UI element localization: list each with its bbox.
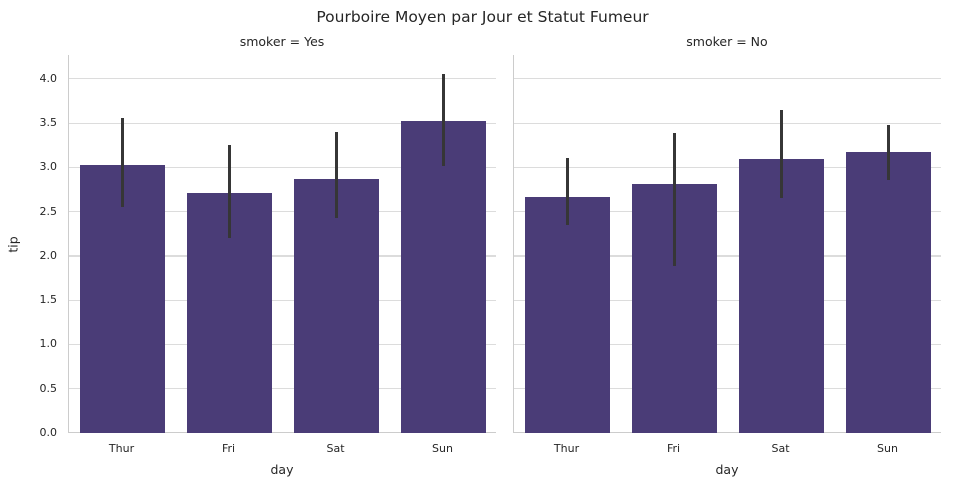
x-tick-label: Sat [771, 442, 790, 455]
x-tick-label: Sun [877, 442, 898, 455]
error-bar-fri [227, 145, 232, 239]
x-tick-label: Sat [326, 442, 345, 455]
bar-smoker-yes-sat [293, 178, 380, 433]
y-tick-label: 0.5 [39, 381, 58, 395]
y-tick-label: 2.0 [39, 248, 58, 262]
gridline [69, 255, 496, 257]
plot-area-smoker-yes [68, 55, 496, 433]
y-tick-label: 4.0 [39, 71, 58, 85]
x-tick-label: Fri [666, 442, 681, 455]
y-tick-label: 2.5 [39, 204, 58, 218]
x-tick-label: Fri [221, 442, 236, 455]
y-tick-label: 1.0 [39, 337, 58, 351]
gridline [514, 299, 941, 301]
bar-smoker-yes-thur [79, 164, 166, 433]
gridline [69, 299, 496, 301]
gridline [69, 211, 496, 213]
bar-smoker-no-sat [738, 158, 825, 433]
facet-title-smoker-yes: smoker = Yes [239, 34, 325, 49]
gridline [69, 78, 496, 80]
x-tick-label: Thur [108, 442, 135, 455]
y-tick-label: 1.5 [39, 293, 58, 307]
error-bar-sat [779, 109, 784, 198]
error-bar-thur [565, 157, 570, 225]
y-tick-label: 0.0 [39, 426, 58, 439]
y-tick-label: 3.0 [39, 160, 58, 174]
gridline [514, 122, 941, 124]
bar-smoker-yes-sun [400, 121, 487, 433]
error-bar-sun [441, 73, 446, 166]
facet-title-smoker-no: smoker = No [686, 34, 768, 49]
gridline [69, 343, 496, 346]
gridline [514, 78, 941, 80]
gridline [514, 388, 941, 390]
error-bar-sun [886, 124, 891, 180]
gridline [69, 166, 496, 168]
chart-title: Pourboire Moyen par Jour et Statut Fumeu… [316, 8, 649, 26]
gridline [69, 122, 496, 124]
x-axis-label-right: day [715, 462, 739, 477]
error-bar-thur [120, 117, 125, 208]
gridline [69, 388, 496, 390]
plot-area-smoker-no [513, 55, 941, 433]
x-axis-label-left: day [270, 462, 294, 477]
gridline [514, 255, 941, 257]
error-bar-fri [672, 132, 677, 266]
y-tick-label: 3.5 [39, 116, 58, 130]
x-tick-label: Thur [553, 442, 580, 455]
gridline [514, 166, 941, 168]
error-bar-sat [334, 132, 339, 218]
bar-smoker-no-sun [845, 152, 932, 433]
bar-smoker-no-thur [524, 196, 611, 433]
gridline [514, 343, 941, 346]
x-tick-label: Sun [432, 442, 453, 455]
gridline [514, 211, 941, 213]
